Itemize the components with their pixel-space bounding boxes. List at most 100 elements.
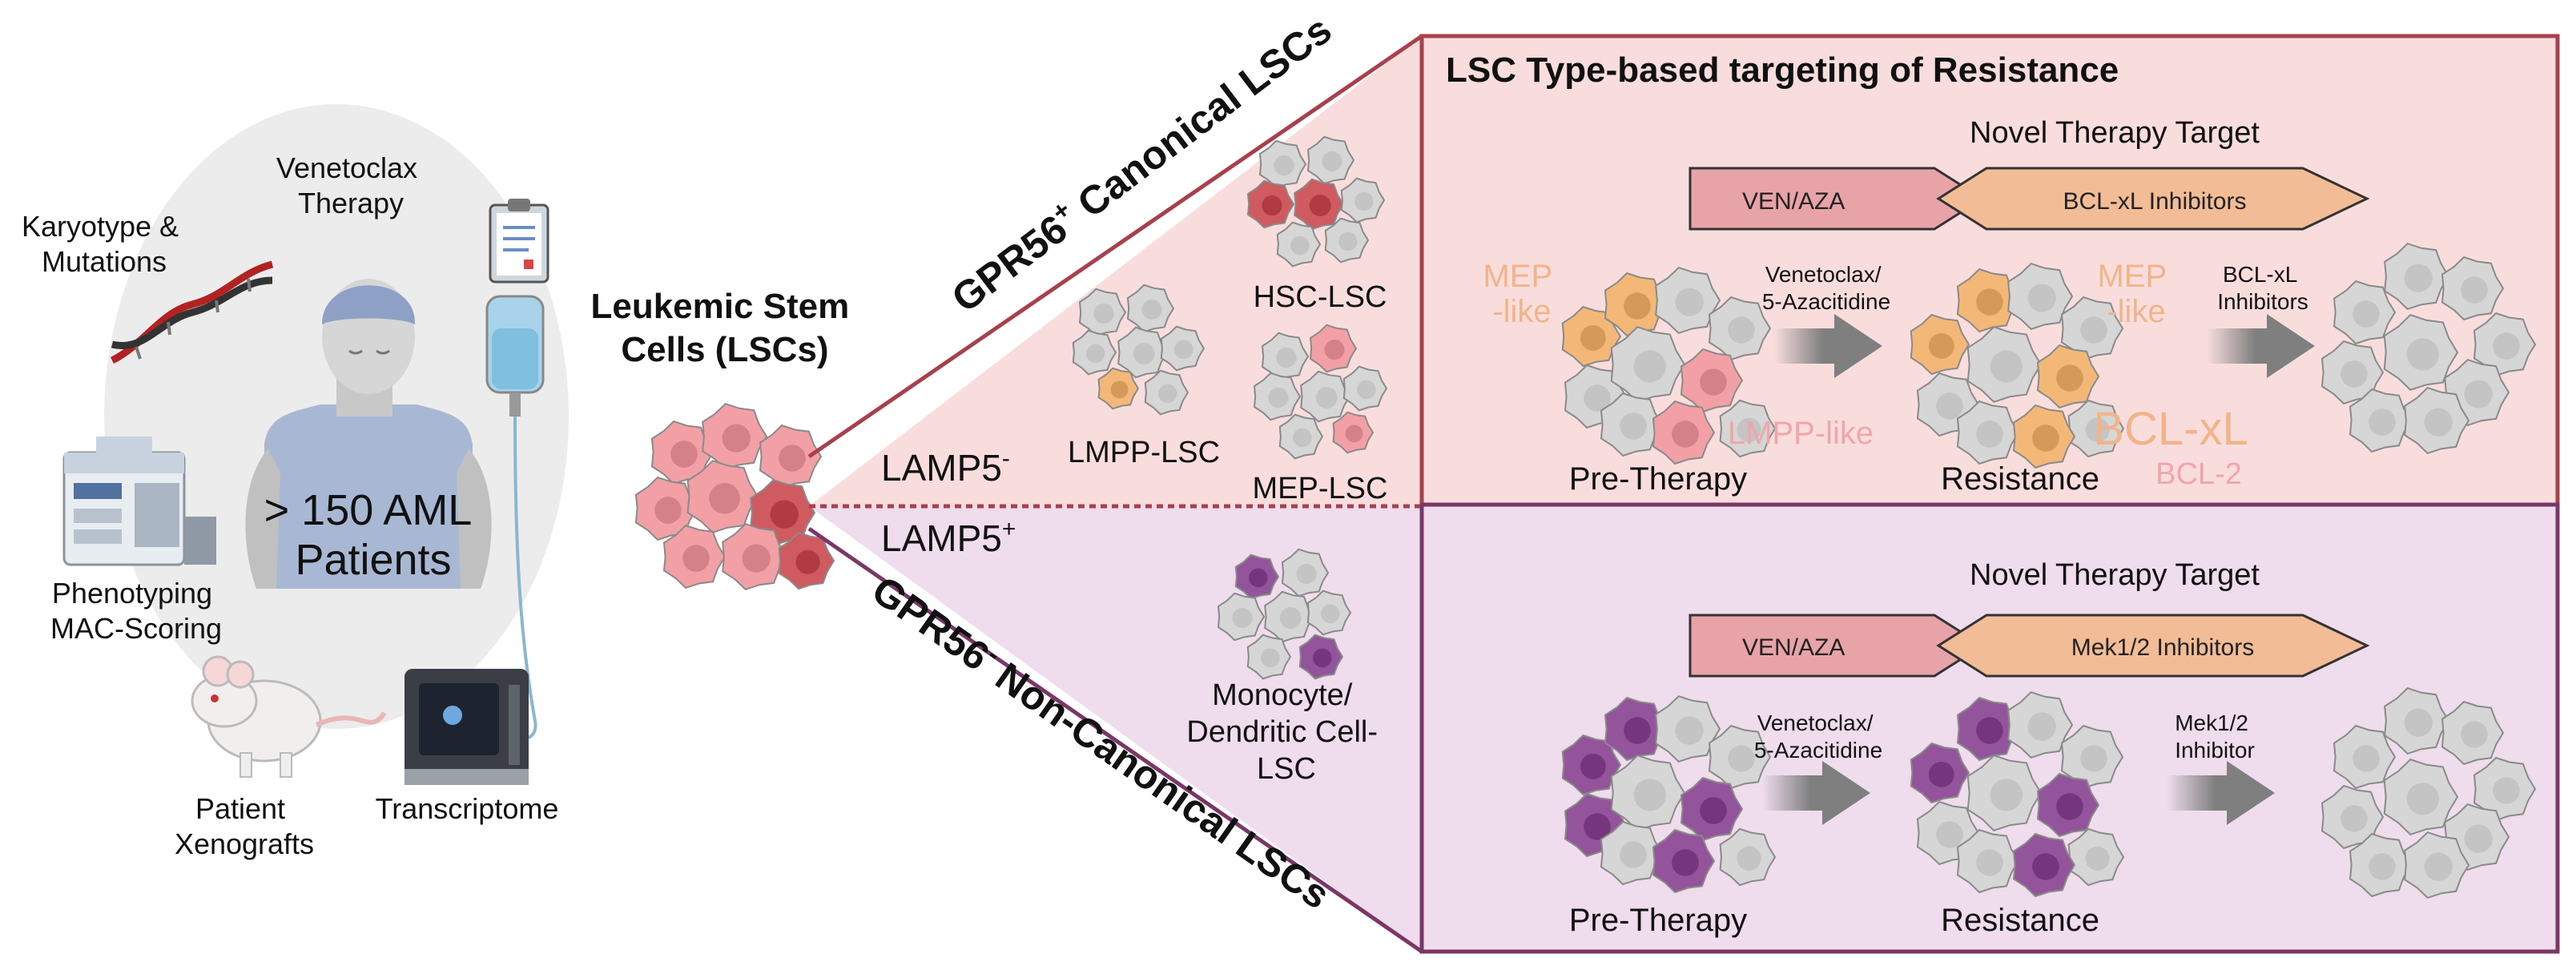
top-arrow1: [1774, 314, 1882, 378]
top-panel: LSC Type-based targeting of Resistance N…: [1419, 34, 2560, 507]
cell: [2012, 832, 2076, 898]
bottom-resistance: Resistance: [1941, 903, 2099, 938]
venetoclax-label: Venetoclax Therapy: [276, 151, 425, 219]
top-arrow1-label: Venetoclax/ 5-Azacitidine: [1762, 262, 1890, 314]
top-panel-cells: [1561, 242, 2537, 469]
cell: [1258, 139, 1307, 189]
lsc-cell: [759, 424, 823, 489]
xenografts-label: Patient Xenografts: [175, 792, 314, 860]
cell: [1097, 367, 1140, 410]
wedge-cells: [1072, 135, 1388, 680]
cell: [1708, 296, 1772, 361]
cell: [1300, 370, 1351, 423]
lamp-neg-label: LAMP5-: [881, 445, 1010, 489]
lsc-cell: [634, 476, 698, 541]
bottom-mek-arrow: [1936, 614, 2370, 678]
cell: [1276, 221, 1322, 268]
cell: [1719, 399, 1777, 458]
cell: [1342, 365, 1388, 412]
cell: [1655, 694, 1721, 763]
cell: [1246, 179, 1295, 229]
cell: [1294, 178, 1345, 231]
top-ven-aza-arrow: [1688, 167, 1985, 231]
cell: [2007, 690, 2074, 759]
cell: [1600, 820, 1664, 886]
top-mep-like-1: MEP -like: [1483, 259, 1560, 329]
cell: [1956, 400, 2020, 465]
analyzer-icon: [62, 437, 216, 566]
lsc-center: Leukemic Stem Cells (LSCs): [590, 287, 859, 591]
cell: [2384, 242, 2450, 311]
top-bcl2-marker: BCL-2: [2155, 457, 2242, 491]
bottom-pre-therapy: Pre-Therapy: [1569, 903, 1747, 938]
lsc-title: Leukemic Stem Cells (LSCs): [590, 287, 859, 369]
sequencer-icon: [405, 669, 529, 785]
cell: [2441, 700, 2505, 766]
cell: [1264, 590, 1315, 643]
cell: [1253, 372, 1302, 421]
mep-lsc-label: MEP-LSC: [1253, 472, 1388, 505]
top-ven-aza-label: VEN/AZA: [1742, 188, 1845, 215]
cell: [1680, 348, 1744, 413]
bottom-arrow2: [2167, 761, 2275, 825]
top-mep-like-2: MEP -like: [2097, 259, 2175, 329]
wedge-upper-edge: [807, 34, 1423, 459]
cell: [1680, 776, 1744, 842]
karyotype-label: Karyotype & Mutations: [22, 210, 187, 278]
bottom-arrow1-label: Venetoclax/ 5-Azacitidine: [1754, 710, 1882, 763]
bottom-panel-cells: [1561, 686, 2537, 900]
cell: [1604, 696, 1668, 762]
cell: [1306, 135, 1355, 185]
bottom-panel: Novel Therapy Target VEN/AZA Mek1/2 Inhi…: [1419, 502, 2560, 954]
phenotyping-label: Phenotyping MAC-Scoring: [50, 577, 222, 645]
cell: [1604, 272, 1668, 337]
top-lmpp-like: LMPP-like: [1728, 416, 1874, 451]
cell: [2349, 832, 2413, 898]
bottom-arrow1: [1762, 761, 1870, 825]
cell: [1144, 369, 1189, 416]
cell: [1332, 411, 1375, 454]
lamp-pos-label: LAMP5+: [881, 516, 1016, 559]
cell: [2007, 262, 2074, 331]
mouse-icon: [191, 655, 387, 778]
cell: [1340, 177, 1386, 223]
cell: [2383, 759, 2459, 835]
cell: [1956, 828, 2020, 894]
cell: [2473, 756, 2537, 822]
bottom-mek-target-label: Mek1/2 Inhibitors: [2071, 634, 2254, 661]
cell: [1610, 755, 1686, 831]
cell: [2384, 686, 2450, 755]
bottom-ven-aza-label: VEN/AZA: [1742, 634, 1845, 661]
top-resistance: Resistance: [1941, 461, 2099, 497]
cell: [1160, 325, 1205, 372]
cell: [1078, 288, 1127, 337]
cell: [1072, 329, 1117, 376]
cell: [1246, 634, 1292, 680]
top-arrow2: [2207, 314, 2315, 378]
cell: [2332, 280, 2397, 345]
cell: [1561, 734, 1622, 796]
cell: [2383, 314, 2459, 391]
lsc-cell: [686, 460, 759, 533]
cell: [1956, 696, 2020, 762]
cell: [2404, 831, 2470, 900]
cell: [1117, 326, 1169, 379]
dna-icon: [110, 260, 274, 364]
cell: [1281, 548, 1330, 598]
cell: [1652, 828, 1716, 894]
top-novel-target: Novel Therapy Target: [1970, 116, 2260, 150]
cell: [2441, 256, 2505, 321]
lsc-cell: [778, 531, 835, 590]
lmpp-lsc-label: LMPP-LSC: [1068, 436, 1220, 469]
cell: [2012, 404, 2076, 469]
top-arrow2-label: BCL-xL Inhibitors: [2217, 262, 2308, 314]
cell: [2404, 386, 2470, 455]
lsc-cell: [702, 402, 768, 471]
cell: [1126, 284, 1175, 333]
bottom-ven-aza-arrow: [1688, 614, 1985, 678]
cell: [1610, 326, 1686, 403]
cell: [2060, 724, 2124, 790]
transcriptome-label: Transcriptome: [376, 792, 559, 825]
cell: [1306, 590, 1352, 636]
